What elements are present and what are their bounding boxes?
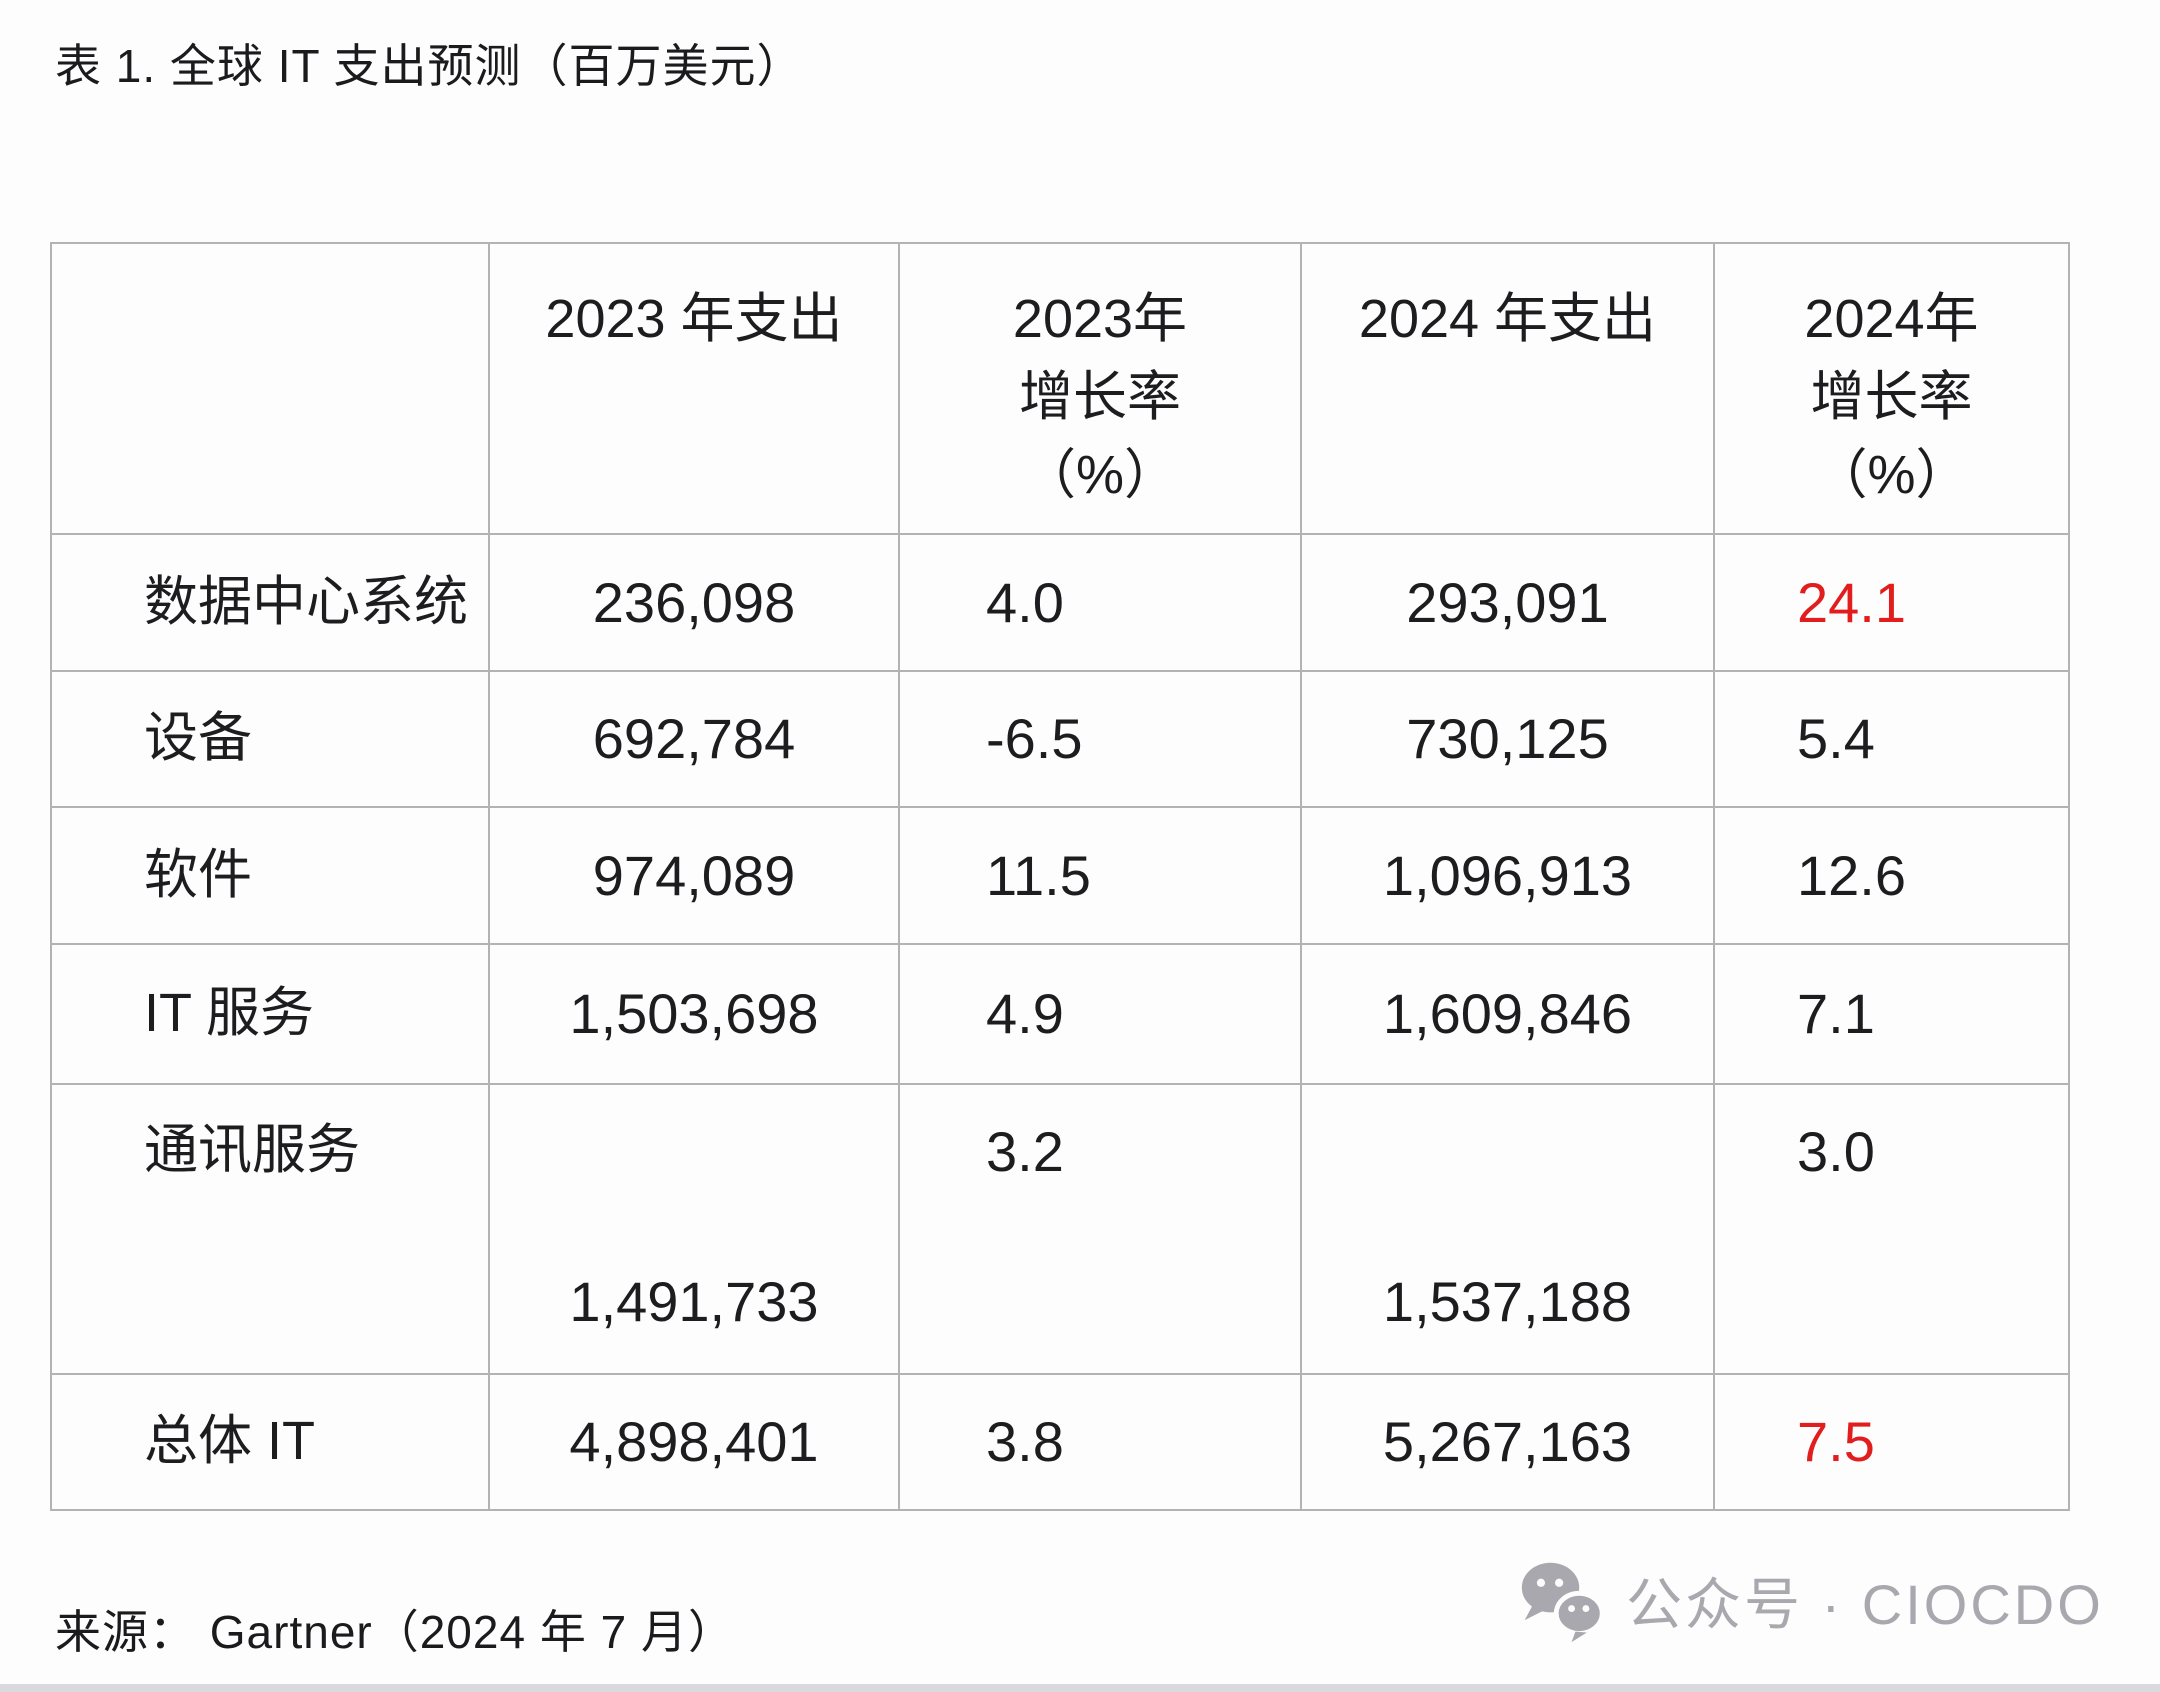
cell-growth-2023: 3.8 bbox=[898, 1373, 1302, 1511]
header-line: 2023年 bbox=[1012, 289, 1188, 349]
header-2024-spend: 2024 年支出 bbox=[1300, 242, 1715, 535]
cell-growth-2023: -6.5 bbox=[898, 670, 1302, 808]
cell-growth-2024: 7.1 bbox=[1713, 943, 2070, 1085]
cell-spend-2024: 293,091 bbox=[1300, 533, 1715, 672]
cell-spend-2024: 1,537,188 bbox=[1300, 1083, 1715, 1375]
cell-category: 设备 bbox=[50, 670, 490, 808]
cell-spend-2024: 1,609,846 bbox=[1300, 943, 1715, 1085]
it-spending-forecast-table: 2023 年支出 2023年 增长率 （%） 2024 年支出 2024年 增长… bbox=[50, 242, 2070, 1511]
cell-spend-2024: 730,125 bbox=[1300, 670, 1715, 808]
cell-spend-2023: 1,503,698 bbox=[488, 943, 900, 1085]
header-2024-growth: 2024年 增长率 （%） bbox=[1713, 242, 2070, 535]
header-line: （%） bbox=[1813, 445, 1970, 505]
table-row: 数据中心系统 236,098 4.0 293,091 24.1 bbox=[50, 533, 2070, 672]
table-row: 设备 692,784 -6.5 730,125 5.4 bbox=[50, 670, 2070, 808]
header-blank bbox=[50, 242, 490, 535]
header-2023-growth: 2023年 增长率 （%） bbox=[898, 242, 1302, 535]
cell-category: IT 服务 bbox=[50, 943, 490, 1085]
cell-category: 软件 bbox=[50, 806, 490, 945]
cell-spend-2023: 974,089 bbox=[488, 806, 900, 945]
cell-growth-2024: 12.6 bbox=[1713, 806, 2070, 945]
cell-spend-2023: 1,491,733 bbox=[488, 1083, 900, 1375]
brand-watermark: 公众号 · CIOCDO bbox=[1516, 1556, 2104, 1644]
cell-growth-2024: 24.1 bbox=[1713, 533, 2070, 672]
table-row: IT 服务 1,503,698 4.9 1,609,846 7.1 bbox=[50, 943, 2070, 1085]
table-row: 总体 IT 4,898,401 3.8 5,267,163 7.5 bbox=[50, 1373, 2070, 1511]
table-header-row: 2023 年支出 2023年 增长率 （%） 2024 年支出 2024年 增长… bbox=[50, 242, 2070, 535]
cell-category: 总体 IT bbox=[50, 1373, 490, 1511]
cell-spend-2024: 5,267,163 bbox=[1300, 1373, 1715, 1511]
header-line: （%） bbox=[1021, 445, 1178, 505]
cell-spend-2023: 692,784 bbox=[488, 670, 900, 808]
page-bottom-edge bbox=[0, 1684, 2160, 1692]
cell-growth-2023: 4.0 bbox=[898, 533, 1302, 672]
header-line: 2024年 bbox=[1804, 289, 1979, 349]
cell-growth-2024: 5.4 bbox=[1713, 670, 2070, 808]
header-line: 增长率 bbox=[1019, 367, 1181, 427]
cell-category: 通讯服务 bbox=[50, 1083, 490, 1375]
cell-category: 数据中心系统 bbox=[50, 533, 490, 672]
cell-spend-2023: 236,098 bbox=[488, 533, 900, 672]
page-title: 表 1. 全球 IT 支出预测（百万美元） bbox=[55, 40, 804, 92]
cell-spend-2023: 4,898,401 bbox=[488, 1373, 900, 1511]
table-row: 通讯服务 1,491,733 3.2 1,537,188 3.0 bbox=[50, 1083, 2070, 1375]
cell-growth-2024: 7.5 bbox=[1713, 1373, 2070, 1511]
cell-growth-2023: 3.2 bbox=[898, 1083, 1302, 1375]
source-note: 来源： Gartner（2024 年 7 月） bbox=[55, 1606, 735, 1658]
table-row: 软件 974,089 11.5 1,096,913 12.6 bbox=[50, 806, 2070, 945]
cell-spend-2024: 1,096,913 bbox=[1300, 806, 1715, 945]
cell-growth-2023: 4.9 bbox=[898, 943, 1302, 1085]
cell-growth-2024: 3.0 bbox=[1713, 1083, 2070, 1375]
header-2023-spend: 2023 年支出 bbox=[488, 242, 900, 535]
brand-text: 公众号 · CIOCDO bbox=[1626, 1572, 2104, 1636]
header-line: 增长率 bbox=[1810, 367, 1973, 427]
cell-growth-2023: 11.5 bbox=[898, 806, 1302, 945]
wechat-icon bbox=[1516, 1556, 1608, 1644]
